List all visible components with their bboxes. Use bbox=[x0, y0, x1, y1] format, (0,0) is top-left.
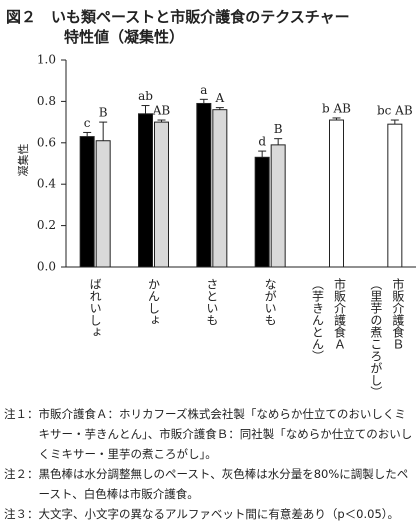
note-text: 市販介護食Ａ：ホリカフーズ株式会社製「なめらか仕立てのおいしくミキサー・芋きんと… bbox=[38, 407, 413, 461]
significance-letter: bc AB bbox=[377, 104, 413, 118]
notes: 注１： 市販介護食Ａ：ホリカフーズ株式会社製「なめらか仕立てのおいしくミキサー・芋… bbox=[4, 404, 416, 524]
bar bbox=[95, 140, 111, 268]
significance-letter: d bbox=[258, 135, 266, 149]
note-label: 注２： bbox=[4, 467, 39, 481]
chart-title: 図２ いも類ペーストと市販介護食のテクスチャー bbox=[6, 8, 350, 26]
bar bbox=[79, 136, 95, 268]
note: 注３： 大文字、小文字の異なるアルファベット間に有意差あり（p＜0.05）。 bbox=[4, 504, 416, 524]
bar bbox=[329, 119, 344, 268]
significance-letter: A bbox=[214, 91, 224, 105]
bar bbox=[212, 109, 228, 268]
note-label: 注１： bbox=[4, 407, 39, 421]
note-label: 注３： bbox=[4, 507, 39, 521]
bar bbox=[387, 123, 403, 268]
significance-letter: b AB bbox=[322, 101, 351, 115]
x-tick-label: さといも bbox=[204, 278, 219, 326]
bar bbox=[138, 113, 153, 268]
x-tick-label: かんしょ bbox=[146, 278, 161, 326]
y-tick-label: 0.8 bbox=[37, 94, 56, 108]
bar bbox=[254, 156, 270, 268]
note-text: 黒色棒は水分調整無しのペースト、灰色棒は水分量を80%に調製したペースト、白色棒… bbox=[38, 467, 409, 501]
significance-letter: a bbox=[200, 83, 207, 97]
y-tick-label: 0.0 bbox=[37, 260, 56, 274]
y-tick-label: 0.4 bbox=[37, 177, 56, 191]
note-text: 大文字、小文字の異なるアルファベット間に有意差あり（p＜0.05）。 bbox=[38, 507, 400, 521]
significance-letter: ab bbox=[138, 89, 153, 103]
x-tick-label: ばれいしょ bbox=[88, 278, 103, 338]
x-tick-label: 市販介護食Ｂ （里芋の煮ころがし） bbox=[368, 278, 405, 398]
bar bbox=[270, 144, 286, 268]
y-tick-label: 0.6 bbox=[37, 135, 56, 149]
y-tick-label: 0.2 bbox=[37, 218, 56, 232]
bar bbox=[196, 102, 212, 268]
x-tick-label: 市販介護食Ａ （芋きんとん） bbox=[310, 278, 347, 362]
significance-letter: c bbox=[84, 116, 91, 130]
y-tick-label: 1.0 bbox=[37, 53, 56, 67]
y-axis-label: 凝集性 bbox=[16, 144, 30, 177]
chart-title: 特性値（凝集性） bbox=[64, 28, 185, 46]
x-tick-label: ながいも bbox=[263, 278, 278, 326]
significance-letter: AB bbox=[152, 104, 171, 118]
significance-letter: B bbox=[274, 122, 283, 136]
note: 注１： 市販介護食Ａ：ホリカフーズ株式会社製「なめらか仕立てのおいしくミキサー・芋… bbox=[4, 404, 416, 464]
bar bbox=[154, 121, 169, 268]
note: 注２： 黒色棒は水分調整無しのペースト、灰色棒は水分量を80%に調製したペースト、… bbox=[4, 464, 416, 504]
significance-letter: B bbox=[99, 106, 108, 120]
